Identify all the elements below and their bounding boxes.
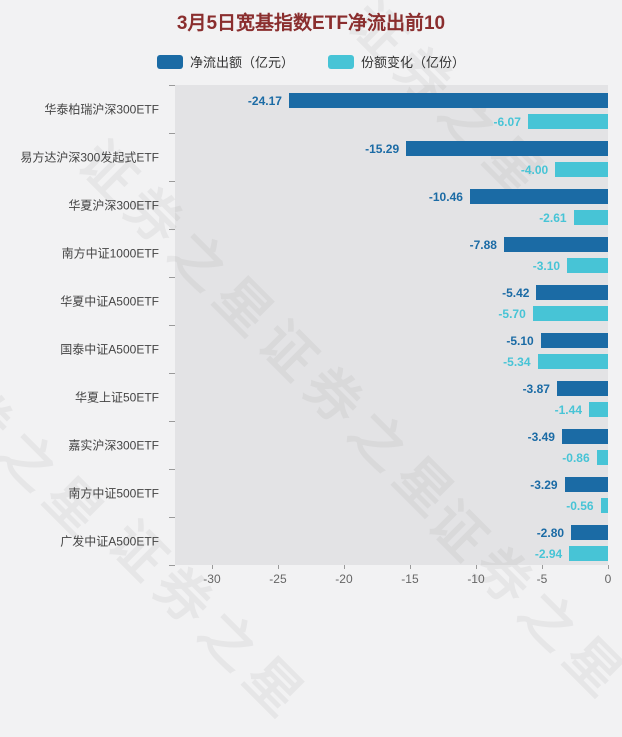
bar-value-label: -3.87 bbox=[522, 381, 550, 396]
y-axis-tick bbox=[169, 421, 175, 422]
bar-share-change bbox=[567, 258, 608, 273]
bar-value-label: -15.29 bbox=[365, 141, 400, 156]
category-label: 广发中证A500ETF bbox=[60, 534, 159, 549]
legend-label-share-change: 份额变化（亿份） bbox=[361, 55, 466, 70]
bar-net-outflow bbox=[288, 93, 608, 108]
bar-value-label: -1.44 bbox=[554, 402, 582, 417]
bar-share-change bbox=[532, 306, 608, 321]
bar-share-change bbox=[596, 450, 608, 465]
y-axis-tick bbox=[169, 373, 175, 374]
x-axis-tick bbox=[277, 565, 279, 569]
x-axis-tick-label: -15 bbox=[401, 572, 419, 586]
legend-item-net-outflow[interactable]: 净流出额（亿元） bbox=[156, 52, 294, 71]
bar-net-outflow bbox=[406, 141, 608, 156]
y-axis-tick bbox=[169, 517, 175, 518]
y-axis-tick bbox=[169, 181, 175, 182]
bar-value-label: -0.56 bbox=[566, 498, 594, 513]
bar-value-label: -2.80 bbox=[536, 525, 565, 540]
y-axis-tick bbox=[169, 469, 175, 470]
category-label: 华泰柏瑞沪深300ETF bbox=[44, 102, 159, 117]
x-axis-tick bbox=[343, 565, 345, 569]
bar-share-change bbox=[555, 162, 608, 177]
bar-value-label: -4.00 bbox=[520, 162, 549, 177]
x-axis-tick bbox=[541, 565, 543, 569]
category-label: 华夏上证50ETF bbox=[74, 390, 159, 405]
x-axis-tick-label: -5 bbox=[536, 572, 548, 586]
chart-title: 3月5日宽基指数ETF净流出前10 bbox=[176, 13, 446, 34]
bar-value-label: -5.42 bbox=[502, 285, 530, 300]
y-axis-tick bbox=[169, 325, 175, 326]
plot-area: -24.17 -15.29 -10.46 -7.88 -5.42 -5.10 -3.87 -3… bbox=[175, 85, 608, 565]
bar-value-label: -10.46 bbox=[428, 189, 463, 204]
y-axis-tick bbox=[169, 565, 175, 566]
bar-value-label: -5.34 bbox=[503, 354, 531, 369]
x-axis-tick-label: -10 bbox=[467, 572, 485, 586]
x-axis-tick bbox=[211, 565, 213, 569]
category-label: 南方中证1000ETF bbox=[61, 246, 159, 261]
x-axis: -30 -25 -20 -15 -10 -5 0 bbox=[175, 565, 611, 589]
y-axis-tick bbox=[169, 229, 175, 230]
category-label: 华夏中证A500ETF bbox=[60, 294, 159, 309]
bar-net-outflow bbox=[503, 237, 608, 252]
bar-value-label: -5.70 bbox=[498, 306, 526, 321]
legend-marker-share-change-icon bbox=[328, 54, 354, 69]
legend-item-share-change[interactable]: 份额变化（亿份） bbox=[328, 52, 465, 71]
category-label: 南方中证500ETF bbox=[68, 486, 159, 501]
bar-value-label: -5.10 bbox=[506, 333, 534, 348]
bar-value-label: -0.86 bbox=[562, 450, 590, 465]
legend-label-net-outflow: 净流出额（亿元） bbox=[189, 55, 294, 70]
x-axis-tick bbox=[475, 565, 477, 569]
bar-share-change bbox=[600, 498, 608, 513]
bar-share-change bbox=[569, 546, 608, 561]
bar-net-outflow bbox=[564, 477, 608, 492]
bar-net-outflow bbox=[556, 381, 608, 396]
bar-value-label: -2.61 bbox=[539, 210, 567, 225]
y-axis: 华泰柏瑞沪深300ETF 易方达沪深300发起式ETF 华夏沪深300ETF 南方中证… bbox=[0, 85, 175, 566]
y-axis-tick bbox=[169, 85, 175, 86]
bar-value-label: -3.29 bbox=[530, 477, 558, 492]
bar-net-outflow bbox=[469, 189, 608, 204]
y-axis-tick bbox=[169, 133, 175, 134]
legend-marker-net-outflow-icon bbox=[156, 54, 183, 69]
bar-value-label: -2.94 bbox=[534, 546, 563, 561]
bar-value-label: -3.10 bbox=[532, 258, 561, 273]
bar-net-outflow bbox=[561, 429, 608, 444]
x-axis-tick-label: -30 bbox=[203, 572, 221, 586]
x-axis-tick bbox=[608, 565, 609, 569]
legend: 净流出额（亿元） 份额变化（亿份） bbox=[0, 52, 622, 71]
category-label: 易方达沪深300发起式ETF bbox=[20, 150, 159, 165]
x-axis-tick bbox=[409, 565, 411, 569]
bar-value-label: -24.17 bbox=[247, 93, 282, 108]
bar-share-change bbox=[589, 402, 608, 417]
bar-value-label: -6.07 bbox=[493, 114, 521, 129]
x-axis-tick-label: -25 bbox=[269, 572, 287, 586]
x-axis-tick-label: 0 bbox=[604, 572, 612, 586]
bar-value-label: -3.49 bbox=[527, 429, 555, 444]
y-axis-tick bbox=[169, 277, 175, 278]
bar-value-label: -7.88 bbox=[469, 237, 497, 252]
bar-share-change bbox=[527, 114, 608, 129]
category-label: 国泰中证A500ETF bbox=[60, 342, 159, 357]
category-label: 华夏沪深300ETF bbox=[68, 198, 159, 213]
category-label: 嘉实沪深300ETF bbox=[68, 438, 159, 453]
x-axis-tick-label: -20 bbox=[335, 572, 353, 586]
bar-net-outflow bbox=[571, 525, 608, 540]
bar-share-change bbox=[537, 354, 608, 369]
bar-share-change bbox=[573, 210, 608, 225]
bar-net-outflow bbox=[540, 333, 608, 348]
bar-net-outflow bbox=[536, 285, 608, 300]
